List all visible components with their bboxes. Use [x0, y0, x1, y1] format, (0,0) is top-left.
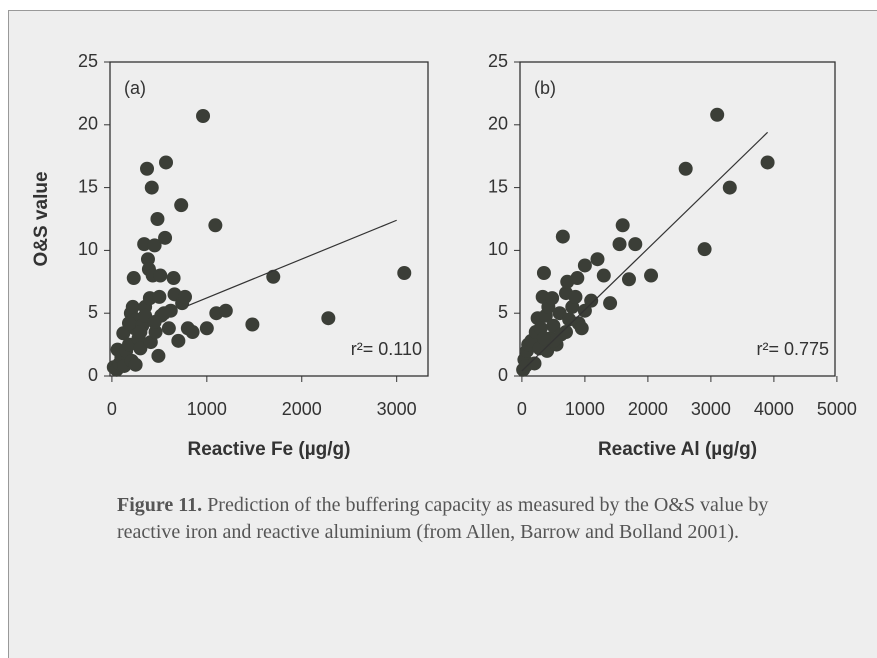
point — [147, 314, 162, 329]
x-tick-label: 3000 — [377, 399, 417, 419]
point — [570, 271, 585, 286]
y-tick-label: 5 — [88, 302, 98, 322]
point — [574, 321, 589, 336]
point — [208, 218, 223, 233]
point — [678, 161, 693, 176]
point — [196, 109, 211, 124]
point — [558, 325, 573, 340]
point — [140, 161, 155, 176]
point — [144, 180, 159, 195]
y-axis-label: O&S value — [31, 171, 52, 266]
point — [133, 325, 148, 340]
y-tick-label: 0 — [498, 365, 508, 385]
point — [150, 212, 165, 226]
point — [148, 325, 163, 340]
x-tick-label: 4000 — [754, 399, 794, 419]
point — [157, 306, 172, 321]
point — [147, 238, 162, 253]
point — [536, 266, 551, 281]
point — [121, 316, 136, 331]
y-tick-label: 0 — [88, 365, 98, 385]
point — [397, 266, 412, 281]
y-tick-label: 10 — [78, 239, 98, 259]
point — [612, 237, 627, 252]
point — [545, 291, 560, 306]
point — [644, 268, 659, 283]
y-tick-label: 20 — [78, 114, 98, 134]
x-tick-label: 5000 — [817, 399, 857, 419]
point — [161, 321, 176, 336]
point — [603, 296, 618, 311]
point — [321, 311, 336, 326]
panel-label: (a) — [124, 78, 146, 98]
point — [137, 237, 152, 252]
x-axis-label: Reactive Al (µg/g) — [598, 439, 757, 460]
x-tick-label: 0 — [107, 399, 117, 419]
point — [245, 317, 260, 332]
point — [185, 325, 200, 340]
point — [555, 229, 570, 244]
y-tick-label: 20 — [488, 114, 508, 134]
r-squared: r²= 0.110 — [351, 339, 422, 359]
point — [536, 331, 551, 346]
point — [584, 293, 599, 308]
point — [568, 289, 583, 304]
point — [153, 268, 168, 283]
y-tick-label: 25 — [78, 51, 98, 71]
x-tick-label: 0 — [517, 399, 527, 419]
point — [596, 268, 611, 283]
point — [628, 237, 643, 252]
point — [140, 252, 155, 267]
point — [590, 252, 605, 267]
x-axis-label: Reactive Fe (µg/g) — [188, 439, 351, 460]
y-tick-label: 10 — [488, 239, 508, 259]
point — [158, 230, 173, 245]
point — [174, 198, 189, 213]
y-tick-label: 25 — [488, 51, 508, 71]
point — [577, 258, 592, 273]
point — [218, 303, 233, 318]
point — [159, 155, 174, 170]
panel-label: (b) — [534, 78, 556, 98]
fit-line — [187, 219, 397, 307]
x-tick-label: 2000 — [282, 399, 322, 419]
point — [621, 272, 636, 287]
caption-label: Figure 11. — [117, 494, 203, 516]
point — [125, 299, 140, 314]
x-tick-label: 3000 — [691, 399, 731, 419]
point — [177, 289, 192, 304]
point — [133, 341, 148, 356]
point — [615, 218, 630, 233]
point — [128, 357, 143, 372]
point — [760, 155, 775, 170]
point — [199, 321, 214, 336]
point — [171, 333, 186, 348]
caption: Figure 11. Prediction of the buffering c… — [117, 492, 807, 546]
y-tick-label: 15 — [488, 176, 508, 196]
y-tick-label: 5 — [498, 302, 508, 322]
x-tick-label: 2000 — [628, 399, 668, 419]
point — [266, 269, 281, 284]
r-squared: r²= 0.775 — [756, 339, 829, 359]
point — [527, 356, 542, 371]
point — [166, 271, 181, 286]
y-tick-label: 15 — [78, 176, 98, 196]
point — [152, 289, 167, 304]
point — [151, 348, 166, 363]
plot-frame — [109, 61, 429, 377]
fit-line — [521, 131, 769, 372]
caption-text: Prediction of the buffering capacity as … — [117, 494, 769, 543]
x-tick-label: 1000 — [565, 399, 605, 419]
x-tick-label: 1000 — [187, 399, 227, 419]
point — [722, 180, 737, 195]
point — [697, 242, 712, 257]
plot-frame — [519, 61, 836, 377]
point — [126, 271, 141, 286]
point — [710, 107, 725, 122]
